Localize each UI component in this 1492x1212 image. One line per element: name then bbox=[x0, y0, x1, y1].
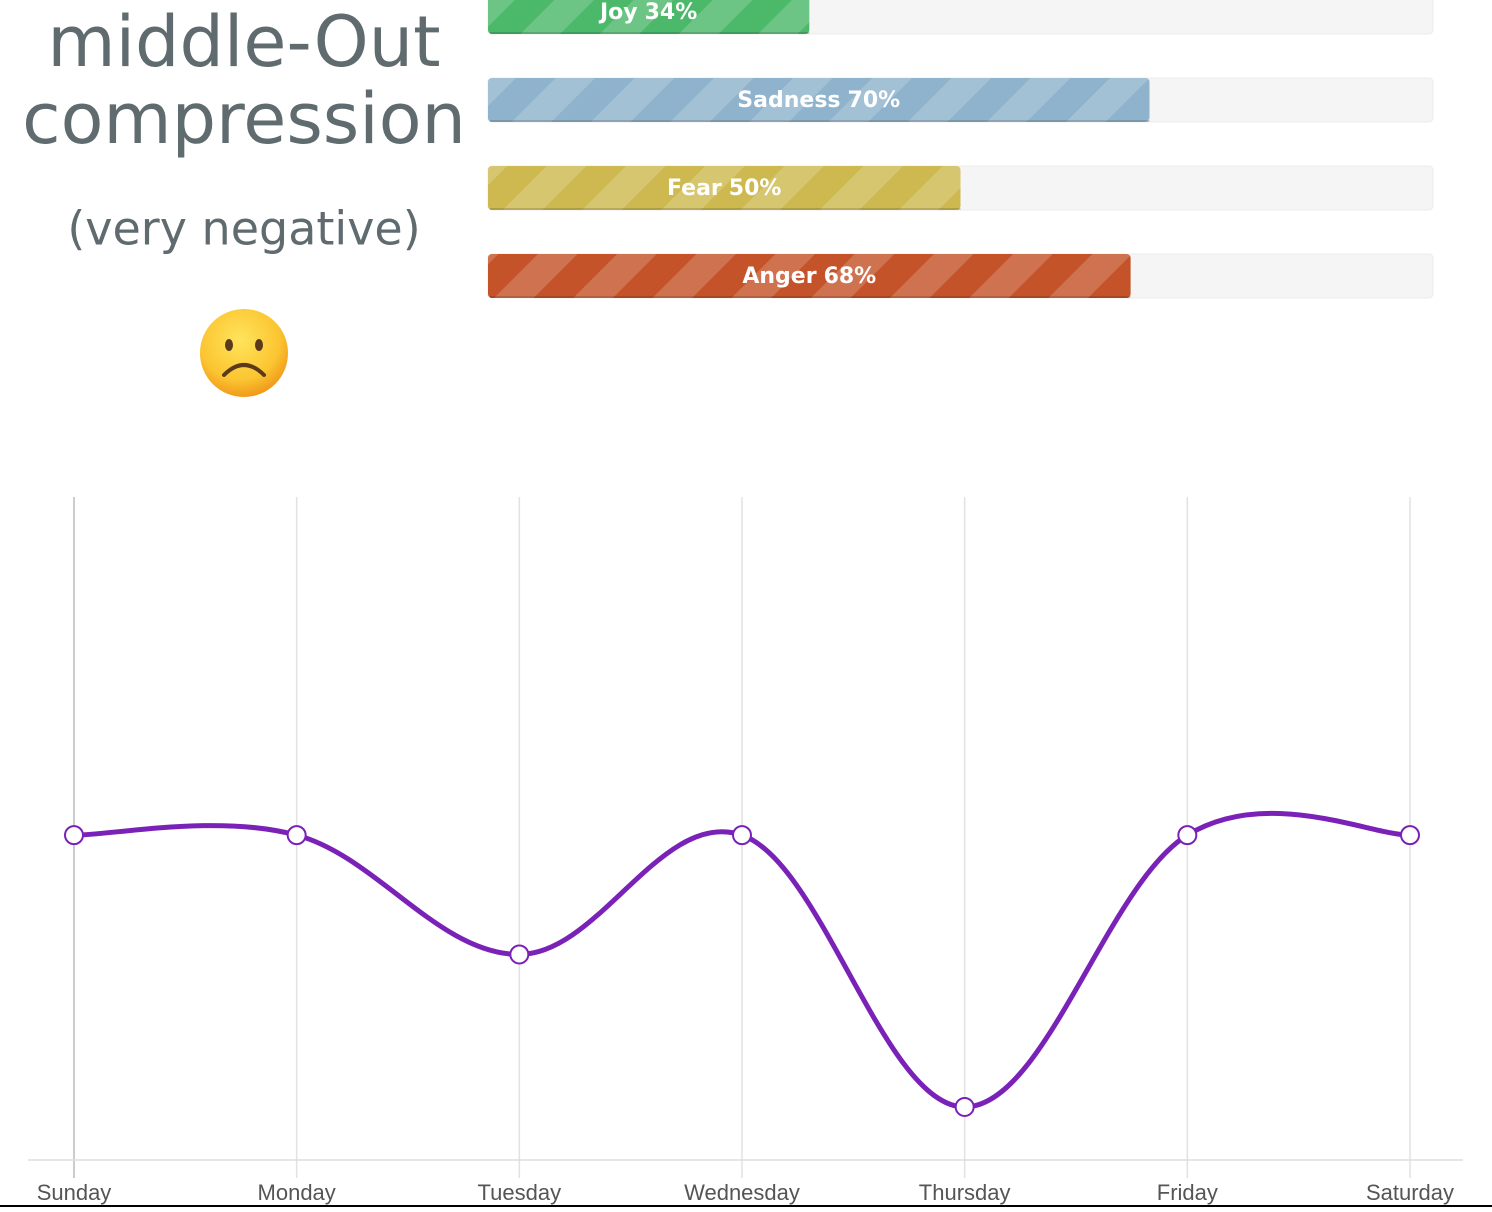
x-tick-label: Monday bbox=[258, 1180, 336, 1205]
data-point bbox=[732, 825, 752, 846]
x-tick-label: Wednesday bbox=[684, 1180, 800, 1205]
subtitle: (very negative) bbox=[67, 202, 420, 256]
bar-stripes bbox=[488, 0, 810, 34]
data-point bbox=[1177, 825, 1198, 846]
bar-label-value: 50% bbox=[729, 176, 782, 201]
bar-label-value: 34% bbox=[645, 0, 698, 25]
x-tick-label: Tuesday bbox=[478, 1180, 562, 1205]
sad-emoji bbox=[200, 309, 288, 397]
bar-stripes bbox=[488, 78, 1150, 122]
x-tick-label: Saturday bbox=[1366, 1180, 1454, 1205]
bar-label: Anger 68% bbox=[742, 264, 876, 289]
title-line: middle-Out bbox=[47, 1, 440, 83]
line-series bbox=[73, 810, 1411, 1110]
bar-label: Fear 50% bbox=[667, 176, 781, 201]
bar-label-value: 68% bbox=[824, 264, 877, 289]
x-tick-label: Thursday bbox=[919, 1180, 1011, 1205]
data-point bbox=[954, 1096, 975, 1117]
bar-label: Joy 34% bbox=[598, 0, 697, 25]
bar-label-name: Sadness bbox=[737, 88, 840, 113]
bar-label-name: Fear bbox=[667, 176, 722, 201]
x-tick-label: Sunday bbox=[37, 1180, 112, 1205]
data-point bbox=[1400, 825, 1420, 846]
data-point bbox=[509, 944, 530, 965]
data-point bbox=[286, 825, 307, 846]
bar-label: Sadness 70% bbox=[737, 88, 900, 113]
bar-label-value: 70% bbox=[848, 88, 901, 113]
bar-label-name: Anger bbox=[742, 264, 816, 289]
title-line: compression bbox=[22, 78, 466, 160]
bar-stripes bbox=[488, 254, 1131, 298]
bar-stripes bbox=[488, 166, 961, 210]
bar-label-name: Joy bbox=[598, 0, 638, 25]
data-point bbox=[64, 825, 84, 846]
x-tick-label: Friday bbox=[1157, 1180, 1218, 1205]
